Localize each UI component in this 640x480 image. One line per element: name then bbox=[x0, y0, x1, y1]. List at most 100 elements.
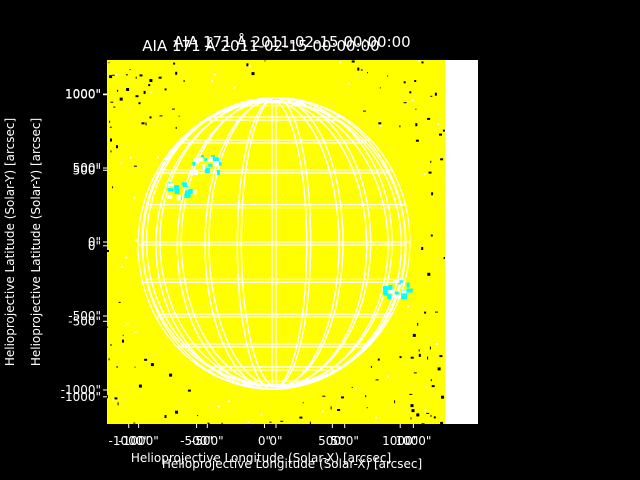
noise-speck bbox=[108, 62, 110, 64]
noise-speck bbox=[251, 72, 255, 76]
noise-speck bbox=[129, 69, 131, 71]
noise-speck bbox=[108, 358, 110, 361]
noise-speck bbox=[399, 356, 402, 359]
map-title-back: AIA 171 Å 2011-02-15 00:00:00 bbox=[142, 36, 379, 55]
noise-speck bbox=[135, 239, 138, 242]
noise-speck bbox=[171, 108, 175, 110]
noise-speck bbox=[386, 375, 389, 378]
noise-speck bbox=[264, 60, 266, 62]
noise-speck bbox=[247, 420, 250, 423]
noise-speck bbox=[133, 422, 136, 424]
noise-speck bbox=[111, 74, 115, 76]
noise-speck bbox=[337, 409, 341, 411]
noise-speck bbox=[437, 367, 441, 371]
noise-speck bbox=[415, 139, 419, 142]
noise-speck bbox=[424, 311, 427, 314]
noise-speck bbox=[116, 366, 118, 368]
noise-speck bbox=[143, 90, 146, 94]
offdisk-noise bbox=[107, 60, 445, 424]
noise-speck bbox=[169, 373, 173, 377]
noise-speck bbox=[135, 95, 139, 98]
noise-speck bbox=[138, 102, 141, 105]
noise-speck bbox=[360, 69, 363, 71]
noise-speck bbox=[378, 122, 382, 125]
noise-speck bbox=[418, 349, 420, 352]
noise-speck bbox=[113, 106, 116, 108]
noise-speck bbox=[354, 387, 357, 390]
noise-speck bbox=[415, 123, 418, 127]
noise-speck bbox=[115, 73, 118, 76]
noise-speck bbox=[330, 406, 332, 410]
noise-speck bbox=[227, 400, 230, 403]
noise-speck bbox=[394, 400, 396, 404]
noise-speck bbox=[370, 365, 372, 368]
noise-speck bbox=[347, 82, 350, 85]
noise-speck bbox=[175, 126, 177, 129]
noise-speck bbox=[141, 122, 145, 125]
noise-speck bbox=[440, 421, 444, 424]
noise-speck bbox=[365, 395, 367, 398]
noise-speck bbox=[430, 379, 432, 382]
noise-speck bbox=[321, 410, 324, 413]
noise-speck bbox=[118, 301, 121, 303]
noise-speck bbox=[416, 413, 420, 417]
y-tick-label: 0" bbox=[88, 239, 101, 253]
noise-speck bbox=[107, 395, 108, 399]
noise-speck bbox=[107, 326, 109, 328]
noise-speck bbox=[412, 333, 416, 337]
active-regions bbox=[167, 155, 413, 300]
noise-speck bbox=[164, 88, 167, 91]
axes-background-strip bbox=[445, 60, 478, 424]
noise-speck bbox=[351, 60, 355, 63]
noise-speck bbox=[158, 76, 162, 79]
noise-speck bbox=[410, 404, 414, 408]
noise-speck bbox=[246, 63, 249, 67]
x-tick-label: -500" bbox=[180, 434, 213, 448]
noise-speck bbox=[109, 126, 112, 128]
noise-speck bbox=[375, 379, 379, 381]
noise-speck bbox=[135, 76, 137, 79]
y-tick-label: 500" bbox=[73, 161, 101, 175]
noise-speck bbox=[149, 116, 152, 119]
x-tick-label: -1000" bbox=[109, 434, 149, 448]
noise-speck bbox=[410, 356, 414, 359]
noise-speck bbox=[341, 396, 344, 399]
noise-speck bbox=[425, 386, 428, 389]
active-region bbox=[190, 155, 222, 175]
noise-speck bbox=[430, 95, 433, 97]
noise-speck bbox=[387, 75, 389, 77]
noise-speck bbox=[437, 123, 440, 126]
noise-speck bbox=[110, 138, 112, 142]
noise-speck bbox=[430, 160, 432, 163]
noise-speck bbox=[430, 234, 433, 237]
noise-speck bbox=[407, 305, 410, 308]
noise-speck bbox=[377, 358, 380, 361]
noise-speck bbox=[126, 88, 130, 91]
noise-speck bbox=[442, 129, 445, 132]
active-region bbox=[167, 182, 197, 201]
noise-speck bbox=[440, 158, 444, 161]
noise-speck bbox=[443, 257, 445, 259]
noise-speck bbox=[260, 414, 263, 416]
y-tick-label: 1000" bbox=[65, 88, 101, 102]
noise-speck bbox=[126, 322, 129, 325]
noise-speck bbox=[366, 407, 368, 409]
heliographic-grid bbox=[137, 97, 411, 390]
noise-speck bbox=[299, 416, 303, 419]
noise-speck bbox=[149, 79, 153, 82]
x-tick-label: -1000" bbox=[118, 434, 158, 448]
noise-speck bbox=[109, 75, 113, 79]
axis-ticks: -1000" -500" 0" 500" 1000" -1000" -500" 0" 500" 1… bbox=[61, 87, 432, 448]
noise-speck bbox=[339, 61, 342, 64]
noise-speck bbox=[221, 422, 223, 424]
noise-speck bbox=[178, 115, 180, 117]
noise-speck bbox=[302, 402, 304, 404]
noise-speck bbox=[433, 416, 436, 419]
noise-speck bbox=[119, 97, 123, 101]
x-tick-label: 500" bbox=[330, 434, 358, 448]
noise-speck bbox=[248, 65, 251, 68]
y-tick-label: -1000" bbox=[61, 383, 101, 397]
noise-speck bbox=[431, 385, 435, 388]
noise-speck bbox=[213, 73, 216, 76]
